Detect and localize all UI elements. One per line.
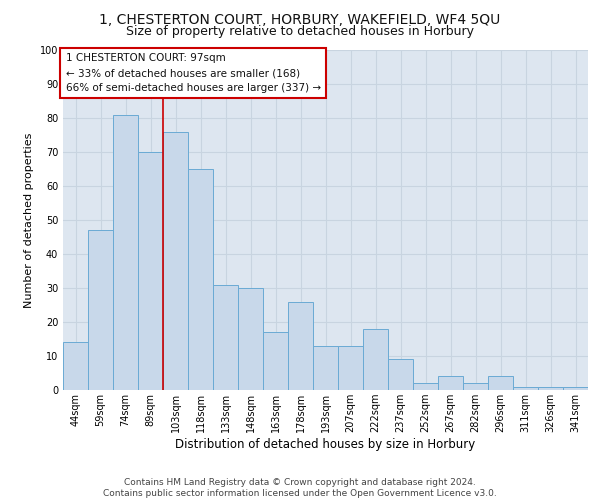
Bar (63, 342, 88, 390)
Bar (488, 376, 513, 390)
Text: 1, CHESTERTON COURT, HORBURY, WAKEFIELD, WF4 5QU: 1, CHESTERTON COURT, HORBURY, WAKEFIELD,… (100, 12, 500, 26)
Bar (188, 169, 213, 390)
X-axis label: Distribution of detached houses by size in Horbury: Distribution of detached houses by size … (175, 438, 476, 451)
Bar (538, 386, 563, 390)
Y-axis label: Number of detached properties: Number of detached properties (24, 132, 34, 308)
Bar (563, 386, 588, 390)
Text: 1 CHESTERTON COURT: 97sqm
← 33% of detached houses are smaller (168)
66% of semi: 1 CHESTERTON COURT: 97sqm ← 33% of detac… (65, 54, 321, 93)
Text: Size of property relative to detached houses in Horbury: Size of property relative to detached ho… (126, 25, 474, 38)
Bar (338, 346, 363, 390)
Bar (113, 114, 138, 390)
Bar (513, 386, 538, 390)
Bar (313, 346, 338, 390)
Bar (463, 383, 488, 390)
Bar (288, 302, 313, 390)
Text: Contains HM Land Registry data © Crown copyright and database right 2024.
Contai: Contains HM Land Registry data © Crown c… (103, 478, 497, 498)
Bar (238, 288, 263, 390)
Bar (213, 284, 238, 390)
Bar (388, 360, 413, 390)
Bar (363, 329, 388, 390)
Bar (88, 230, 113, 390)
Bar (263, 332, 288, 390)
Bar (163, 132, 188, 390)
Bar (438, 376, 463, 390)
Bar (138, 152, 163, 390)
Bar (413, 383, 438, 390)
